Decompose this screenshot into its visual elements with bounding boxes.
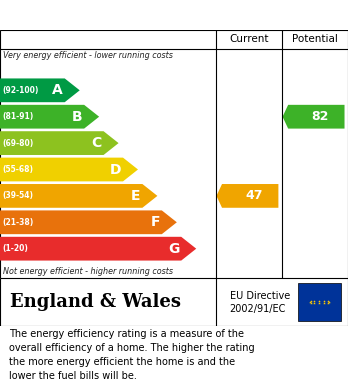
Text: (21-38): (21-38) bbox=[3, 218, 34, 227]
Bar bbox=[298, 283, 341, 321]
Text: A: A bbox=[52, 83, 63, 97]
Text: The energy efficiency rating is a measure of the
overall efficiency of a home. T: The energy efficiency rating is a measur… bbox=[9, 329, 254, 381]
Text: Current: Current bbox=[229, 34, 269, 44]
Polygon shape bbox=[0, 237, 196, 260]
Text: (55-68): (55-68) bbox=[3, 165, 34, 174]
Text: (81-91): (81-91) bbox=[3, 112, 34, 121]
Polygon shape bbox=[283, 105, 345, 129]
Text: EU Directive: EU Directive bbox=[230, 291, 290, 301]
Polygon shape bbox=[0, 79, 80, 102]
Text: (69-80): (69-80) bbox=[3, 138, 34, 148]
Polygon shape bbox=[0, 210, 177, 234]
Polygon shape bbox=[0, 131, 119, 155]
Text: 2002/91/EC: 2002/91/EC bbox=[230, 304, 286, 314]
Polygon shape bbox=[0, 158, 138, 181]
Polygon shape bbox=[0, 184, 157, 208]
Text: England & Wales: England & Wales bbox=[10, 293, 181, 311]
Text: Very energy efficient - lower running costs: Very energy efficient - lower running co… bbox=[3, 51, 173, 60]
Text: 47: 47 bbox=[245, 189, 262, 203]
Polygon shape bbox=[0, 105, 99, 129]
Text: E: E bbox=[131, 189, 141, 203]
Text: Energy Efficiency Rating: Energy Efficiency Rating bbox=[7, 7, 217, 23]
Text: B: B bbox=[72, 110, 82, 124]
Text: (39-54): (39-54) bbox=[3, 191, 34, 201]
Text: Not energy efficient - higher running costs: Not energy efficient - higher running co… bbox=[3, 267, 173, 276]
Text: 82: 82 bbox=[311, 110, 329, 123]
Text: Potential: Potential bbox=[292, 34, 338, 44]
Text: (92-100): (92-100) bbox=[3, 86, 39, 95]
Text: F: F bbox=[151, 215, 160, 229]
Text: D: D bbox=[110, 163, 121, 176]
Text: (1-20): (1-20) bbox=[3, 244, 29, 253]
Text: G: G bbox=[168, 242, 180, 256]
Text: C: C bbox=[92, 136, 102, 150]
Polygon shape bbox=[216, 184, 278, 208]
